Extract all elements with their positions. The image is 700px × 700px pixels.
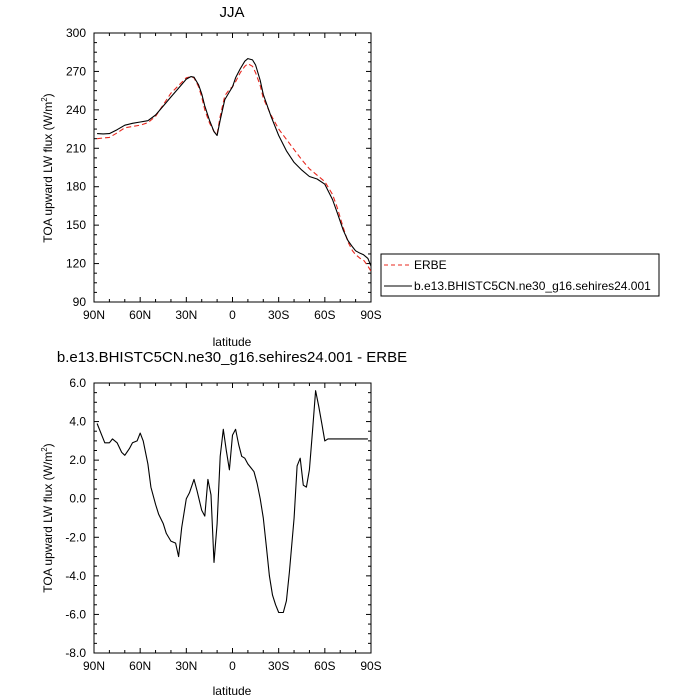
top-plot-marks: 90N 60N 30N 0 30S 60S 90S 90 120 150 180 210 240 270 3…: [66, 26, 382, 322]
bottom-y-axis-label: TOA upward LW flux (W/m2): [40, 443, 55, 592]
bottom-x-tick-label: 30S: [268, 659, 289, 673]
bottom-panel: b.e13.BHISTC5CN.ne30_g16.sehires24.001 -…: [40, 349, 407, 698]
bottom-y-tick-label: 4.0: [69, 415, 86, 429]
bottom-y-tick-label: 6.0: [69, 376, 86, 390]
bottom-panel-title: b.e13.BHISTC5CN.ne30_g16.sehires24.001 -…: [57, 349, 407, 366]
legend-label-erbe: ERBE: [414, 258, 447, 272]
top-x-tick-label: 90N: [83, 308, 105, 322]
top-panel: JJA 90N 60N 30N 0 30S 60S 90S 90 120 150 180 210 240…: [40, 4, 382, 349]
bottom-x-tick-label: 30N: [175, 659, 197, 673]
top-y-tick-label: 300: [66, 26, 86, 40]
bottom-y-tick-label: -2.0: [65, 530, 86, 544]
top-series-line-0: [97, 63, 372, 272]
top-y-tick-label: 120: [66, 257, 86, 271]
top-x-tick-label: 0: [229, 308, 236, 322]
top-x-tick-label: 60N: [129, 308, 151, 322]
bottom-x-tick-label: 0: [229, 659, 236, 673]
top-x-tick-label: 30N: [175, 308, 197, 322]
top-y-tick-label: 240: [66, 103, 86, 117]
top-y-axis-label: TOA upward LW flux (W/m2): [40, 93, 55, 242]
bottom-y-tick-label: -8.0: [65, 646, 86, 660]
top-y-tick-label: 90: [73, 295, 87, 309]
top-series-line-1: [97, 58, 372, 267]
legend-label-model: b.e13.BHISTC5CN.ne30_g16.sehires24.001: [414, 279, 651, 293]
top-panel-title: JJA: [219, 4, 244, 21]
bottom-plot-frame: [93, 382, 372, 654]
bottom-x-tick-label: 60N: [129, 659, 151, 673]
top-x-axis-label: latitude: [213, 335, 252, 349]
top-y-tick-label: 210: [66, 141, 86, 155]
top-x-tick-label: 30S: [268, 308, 289, 322]
bottom-x-tick-label: 90N: [83, 659, 105, 673]
bottom-y-tick-label: -6.0: [65, 607, 86, 621]
bottom-x-tick-label: 60S: [314, 659, 335, 673]
bottom-plot-marks: 90N 60N 30N 0 30S 60S 90S -8.0 -6.0 -4.0 -2.0 0.0 2.…: [65, 376, 381, 673]
bottom-y-tick-label: 0.0: [69, 492, 86, 506]
top-y-tick-label: 270: [66, 64, 86, 78]
top-y-tick-label: 180: [66, 180, 86, 194]
top-x-tick-label: 60S: [314, 308, 335, 322]
legend: ERBE b.e13.BHISTC5CN.ne30_g16.sehires24.…: [380, 253, 660, 297]
bottom-x-axis-label: latitude: [213, 684, 252, 698]
top-y-tick-label: 150: [66, 218, 86, 232]
top-plot-frame: [93, 32, 372, 303]
legend-box: [380, 253, 660, 297]
bottom-y-tick-label: -4.0: [65, 569, 86, 583]
bottom-x-tick-label: 90S: [360, 659, 381, 673]
bottom-y-tick-label: 2.0: [69, 453, 86, 467]
top-x-tick-label: 90S: [360, 308, 381, 322]
bottom-series-line-0: [96, 390, 368, 614]
